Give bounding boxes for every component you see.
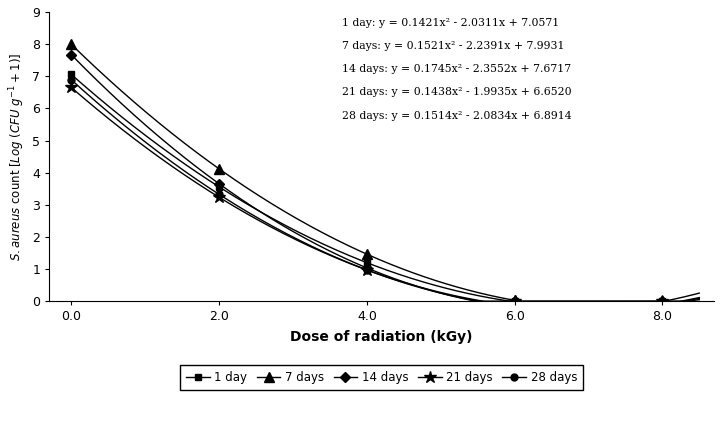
X-axis label: Dose of radiation (kGy): Dose of radiation (kGy)	[291, 330, 473, 344]
Y-axis label: $\it{S. aureus}$ count $\mathit{[Log\ (CFU\ g^{-1}+1)]}$: $\it{S. aureus}$ count $\mathit{[Log\ (C…	[7, 52, 27, 261]
Legend: 1 day, 7 days, 14 days, 21 days, 28 days: 1 day, 7 days, 14 days, 21 days, 28 days	[180, 365, 583, 390]
Text: 1 day: y = 0.1421x² - 2.0311x + 7.0571

7 days: y = 0.1521x² - 2.2391x + 7.9931
: 1 day: y = 0.1421x² - 2.0311x + 7.0571 7…	[342, 18, 571, 121]
